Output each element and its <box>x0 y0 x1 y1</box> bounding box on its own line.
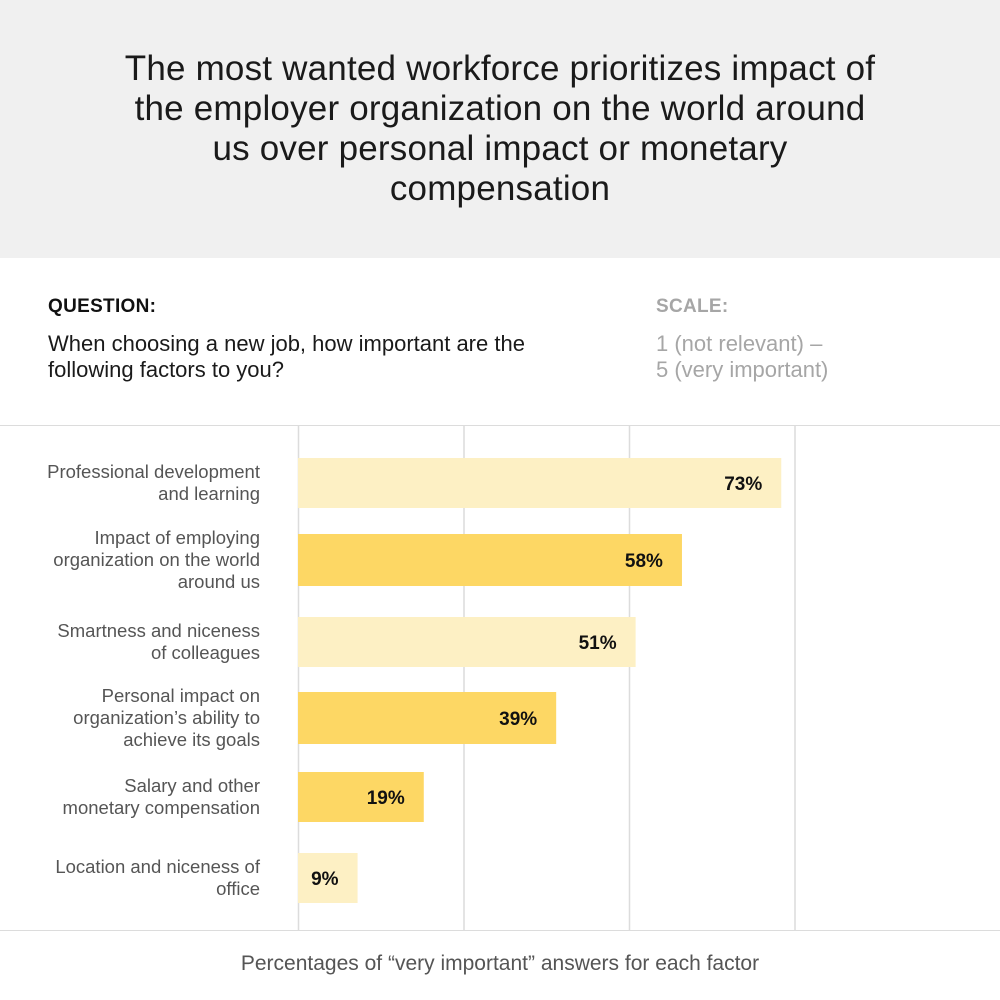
category-label-3-line-2: achieve its goals <box>123 729 260 750</box>
category-label-4: Salary and other monetary compensation <box>63 775 260 818</box>
category-label-0-line-0: Professional development <box>47 461 260 482</box>
question-text: When choosing a new job, how important a… <box>48 331 525 382</box>
category-label-4-line-0: Salary and other <box>124 775 260 796</box>
category-label-1: Impact of employing organization on the w… <box>53 527 260 592</box>
bar-0 <box>298 458 782 508</box>
category-label-0-line-1: and learning <box>158 483 260 504</box>
category-label-1-line-1: organization on the world <box>53 549 260 570</box>
title-banner: The most wanted workforce prioritizes im… <box>0 0 1000 258</box>
scale-text: 1 (not relevant) – 5 (very important) <box>656 331 956 383</box>
category-label-2-line-0: Smartness and niceness <box>57 620 260 641</box>
chart-top-divider <box>0 425 1000 426</box>
bar-3 <box>298 692 557 744</box>
category-label-5-line-0: Location and niceness of <box>55 856 261 877</box>
category-label-5: Location and niceness of office <box>55 856 261 899</box>
bar-1 <box>298 534 682 586</box>
chart-bottom-divider <box>0 930 1000 931</box>
category-label-3-line-0: Personal impact on <box>102 685 260 706</box>
category-label-3: Personal impact on organization’s ability… <box>73 685 260 750</box>
category-label-2: Smartness and niceness of colleagues <box>57 620 260 663</box>
category-label-5-line-1: office <box>216 878 260 899</box>
value-label-5: 9% <box>311 869 339 890</box>
scale-label: SCALE: <box>656 296 729 317</box>
value-label-2: 51% <box>579 633 617 654</box>
value-label-1: 58% <box>625 551 663 572</box>
question-label: QUESTION: <box>48 296 157 317</box>
scale-line-1: 1 (not relevant) – <box>656 331 823 356</box>
scale-line-2: 5 (very important) <box>656 357 829 382</box>
value-label-4: 19% <box>367 788 405 809</box>
value-label-0: 73% <box>724 474 762 495</box>
category-label-0: Professional development and learning <box>47 461 260 504</box>
category-label-1-line-0: Impact of employing <box>94 527 260 548</box>
category-label-3-line-1: organization’s ability to <box>73 707 260 728</box>
category-label-2-line-1: of colleagues <box>151 642 260 663</box>
chart-footnote: Percentages of “very important” answers … <box>240 952 760 975</box>
category-label-4-line-1: monetary compensation <box>63 797 260 818</box>
bar-2 <box>298 617 636 667</box>
value-label-3: 39% <box>499 709 537 730</box>
chart-title: The most wanted workforce prioritizes im… <box>124 49 876 208</box>
bar-4 <box>298 772 424 822</box>
category-label-1-line-2: around us <box>178 571 260 592</box>
bar-5 <box>298 853 358 903</box>
